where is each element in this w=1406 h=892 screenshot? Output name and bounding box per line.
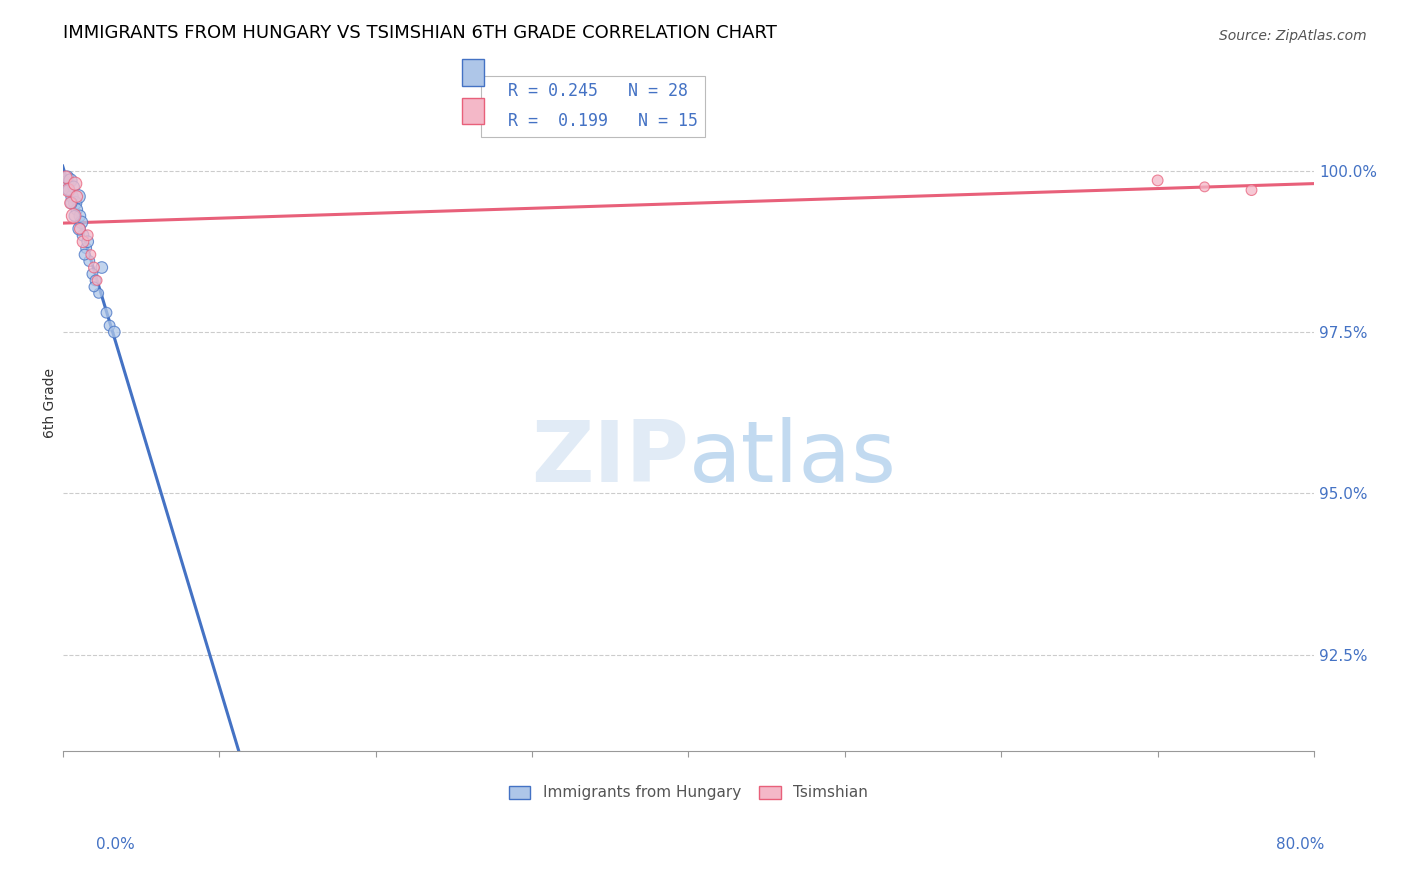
Point bbox=[55, 177, 77, 191]
Point bbox=[59, 196, 82, 211]
Point bbox=[96, 306, 118, 320]
Point bbox=[1146, 173, 1168, 187]
Text: atlas: atlas bbox=[689, 417, 897, 500]
FancyBboxPatch shape bbox=[463, 98, 485, 124]
Point bbox=[62, 179, 84, 194]
Point bbox=[76, 235, 98, 249]
Point bbox=[62, 209, 84, 223]
Text: 80.0%: 80.0% bbox=[1277, 837, 1324, 852]
Point bbox=[72, 235, 94, 249]
Text: 0.0%: 0.0% bbox=[96, 837, 135, 852]
Point bbox=[70, 215, 93, 229]
Point bbox=[84, 273, 107, 287]
Point bbox=[75, 241, 97, 255]
Point bbox=[60, 189, 83, 203]
Text: ZIP: ZIP bbox=[530, 417, 689, 500]
Point bbox=[59, 173, 82, 187]
Point bbox=[80, 247, 103, 261]
Point bbox=[67, 222, 90, 236]
Point bbox=[82, 267, 104, 281]
Point bbox=[67, 189, 90, 203]
Y-axis label: 6th Grade: 6th Grade bbox=[44, 368, 58, 438]
Point bbox=[1194, 179, 1216, 194]
Point bbox=[69, 222, 91, 236]
Point bbox=[72, 228, 94, 243]
Point bbox=[83, 280, 105, 294]
Text: R = 0.245   N = 28
  R =  0.199   N = 15: R = 0.245 N = 28 R = 0.199 N = 15 bbox=[488, 82, 699, 130]
Point bbox=[63, 177, 86, 191]
Point bbox=[56, 183, 79, 197]
Point bbox=[63, 209, 86, 223]
Text: Source: ZipAtlas.com: Source: ZipAtlas.com bbox=[1219, 29, 1367, 43]
Point bbox=[60, 196, 83, 211]
Point bbox=[103, 325, 125, 339]
Point bbox=[77, 254, 100, 268]
Point bbox=[90, 260, 112, 275]
Point bbox=[56, 170, 79, 185]
Point bbox=[55, 170, 77, 185]
Point bbox=[87, 286, 110, 301]
Point bbox=[1240, 183, 1263, 197]
Point bbox=[98, 318, 121, 333]
Text: IMMIGRANTS FROM HUNGARY VS TSIMSHIAN 6TH GRADE CORRELATION CHART: IMMIGRANTS FROM HUNGARY VS TSIMSHIAN 6TH… bbox=[63, 24, 776, 42]
Point bbox=[58, 183, 80, 197]
Point bbox=[73, 247, 96, 261]
Point bbox=[66, 202, 89, 217]
Point bbox=[69, 209, 91, 223]
Legend: Immigrants from Hungary, Tsimshian: Immigrants from Hungary, Tsimshian bbox=[503, 780, 873, 806]
Point bbox=[56, 183, 79, 197]
Point bbox=[86, 273, 108, 287]
Point bbox=[83, 260, 105, 275]
Point bbox=[76, 228, 98, 243]
Point bbox=[63, 196, 86, 211]
FancyBboxPatch shape bbox=[463, 60, 485, 86]
Point bbox=[66, 189, 89, 203]
